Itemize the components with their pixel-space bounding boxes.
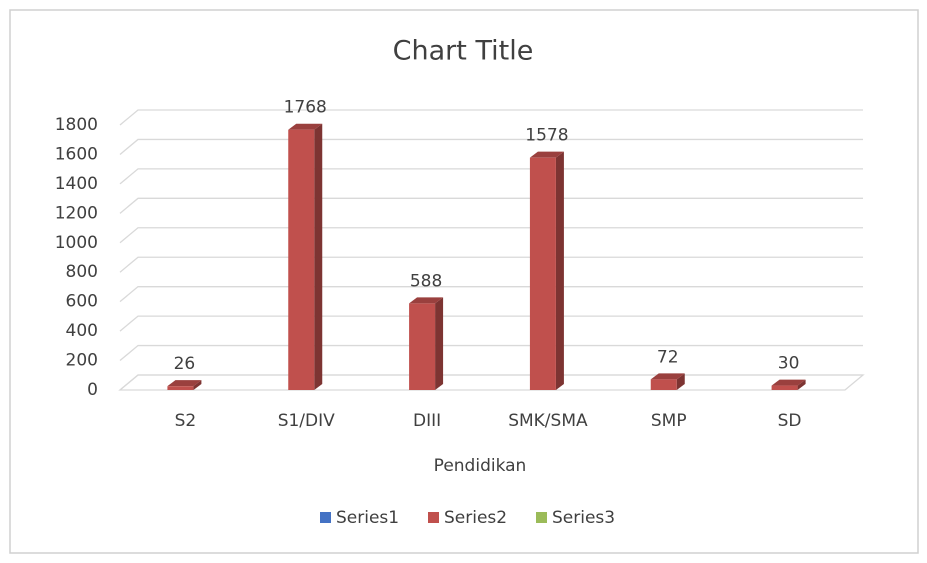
x-axis-title: Pendidikan (434, 456, 527, 476)
bar-top (167, 380, 202, 387)
data-label: 30 (778, 354, 800, 374)
x-tick-label: SMP (651, 411, 687, 431)
grid-line (119, 256, 863, 273)
data-label: 26 (174, 354, 196, 374)
bar-side (555, 151, 564, 390)
grid-line (119, 315, 863, 332)
y-tick-label: 400 (66, 321, 98, 341)
grid-line (119, 227, 863, 244)
data-label: 1578 (525, 126, 568, 146)
bar-top (650, 373, 685, 380)
bar-top (288, 123, 323, 130)
bar (409, 303, 436, 390)
y-tick-label: 0 (87, 380, 98, 400)
data-label: 588 (410, 271, 442, 291)
y-tick-label: 800 (66, 262, 98, 282)
data-label: 72 (657, 347, 679, 367)
x-tick-label: DIII (413, 411, 441, 431)
legend-label: Series1 (336, 508, 399, 528)
grid-line (119, 138, 863, 155)
legend-swatch (320, 512, 331, 523)
legend-label: Series2 (444, 508, 507, 528)
grid-line (119, 344, 863, 362)
grid-line (119, 197, 863, 214)
floor (118, 374, 865, 391)
y-tick-label: 1400 (55, 174, 98, 194)
bar-side (797, 379, 806, 390)
data-label: 1768 (284, 98, 327, 118)
legend-label: Series3 (552, 508, 615, 528)
y-tick-label: 200 (66, 351, 98, 371)
chart-border (9, 9, 919, 554)
bar (650, 379, 677, 390)
bar (529, 157, 556, 390)
x-tick-label: S1/DIV (278, 411, 335, 431)
grid-line (119, 109, 863, 126)
y-tick-label: 1600 (55, 144, 98, 164)
x-tick-label: SMK/SMA (508, 411, 588, 431)
y-tick-label: 1200 (55, 203, 98, 223)
bar-side (435, 297, 444, 390)
y-tick-label: 1000 (55, 233, 98, 253)
x-tick-label: SD (778, 411, 802, 431)
chart-title: Chart Title (393, 36, 534, 67)
bar-top (771, 379, 806, 386)
bar-side (314, 123, 323, 390)
bar-top (409, 297, 444, 304)
bar (771, 385, 798, 390)
bar-side (676, 373, 685, 390)
bar-side (193, 380, 202, 390)
legend-swatch (428, 512, 439, 523)
x-tick-label: S2 (175, 411, 197, 431)
bar (167, 386, 194, 390)
legend-swatch (536, 512, 547, 523)
grid-line (119, 286, 863, 303)
y-tick-label: 600 (66, 292, 98, 312)
grid-line (119, 374, 863, 391)
bar-top (529, 151, 564, 158)
bar (288, 129, 315, 390)
grid-line (119, 168, 863, 185)
y-tick-label: 1800 (55, 115, 98, 135)
